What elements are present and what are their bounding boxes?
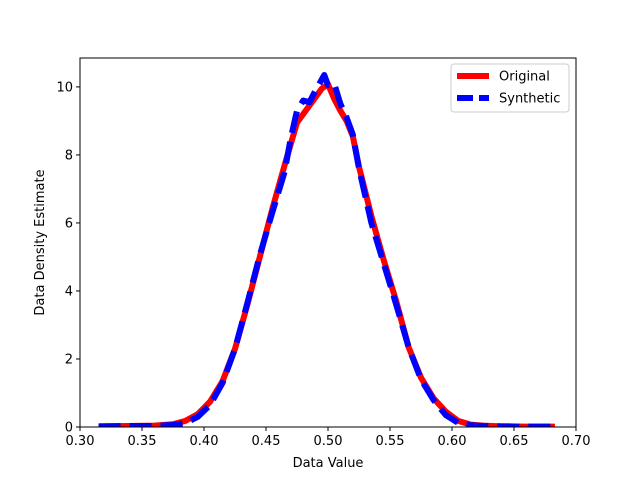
y-tick-label: 0 [65,421,73,436]
y-tick-label: 6 [65,216,73,231]
x-tick-label: 0.35 [128,434,157,449]
x-axis: 0.30 0.35 0.40 0.45 0.50 0.55 0.60 0.65 0.70 [66,427,591,449]
y-tick-label: 2 [65,352,73,367]
y-axis: 0 2 4 6 8 10 [56,80,80,436]
x-tick-label: 0.65 [500,434,529,449]
series-layer [98,72,555,427]
x-tick-label: 0.50 [314,434,343,449]
legend-label-original: Original [499,70,550,85]
y-tick-label: 4 [65,284,73,299]
y-tick-label: 10 [56,80,73,95]
x-tick-label: 0.45 [252,434,281,449]
series-line-synthetic [98,72,555,427]
x-tick-label: 0.40 [190,434,219,449]
x-axis-label: Data Value [293,456,364,471]
y-tick-label: 8 [65,148,73,163]
y-axis-label: Data Density Estimate [33,169,48,315]
x-tick-label: 0.70 [562,434,591,449]
x-tick-label: 0.30 [66,434,95,449]
x-tick-label: 0.60 [438,434,467,449]
legend-label-synthetic: Synthetic [499,92,560,107]
x-tick-label: 0.55 [376,434,405,449]
legend: Original Synthetic [450,63,570,113]
